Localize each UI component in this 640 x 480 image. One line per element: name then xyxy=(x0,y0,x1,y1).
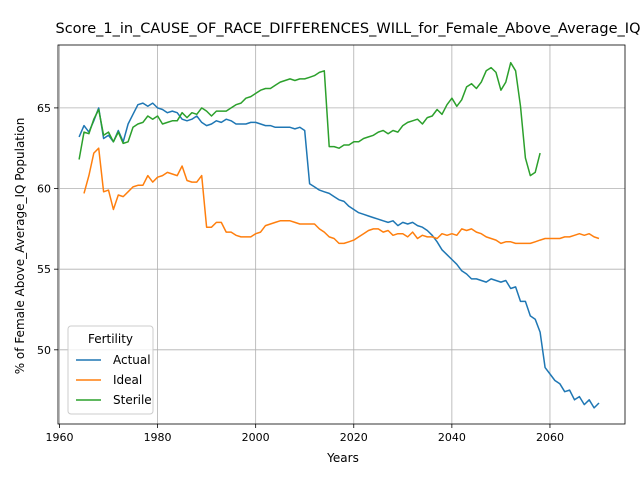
x-tick-label: 2000 xyxy=(242,431,270,444)
y-tick-label: 55 xyxy=(37,263,51,276)
series-line-actual xyxy=(78,102,600,409)
series-lines xyxy=(78,61,600,409)
plot-area: 1960 1980 2000 2020 2040 2060 50 55 60 65 xyxy=(37,44,626,444)
legend-items: Actual Ideal Sterile xyxy=(76,353,152,407)
x-tick-label: 1960 xyxy=(45,431,73,444)
legend: Fertility Actual Ideal Sterile xyxy=(67,325,154,415)
legend-label-sterile: Sterile xyxy=(113,393,152,407)
series-line-sterile xyxy=(78,61,541,177)
legend-title: Fertility xyxy=(88,332,133,346)
x-tick-label: 2020 xyxy=(340,431,368,444)
y-tick-label: 60 xyxy=(37,183,51,196)
x-axis: 1960 1980 2000 2020 2040 2060 xyxy=(45,424,564,444)
legend-label-actual: Actual xyxy=(113,353,151,367)
x-axis-label: Years xyxy=(326,451,359,465)
y-axis-label: % of Female Above_Average_IQ Population xyxy=(13,118,27,375)
x-tick-label: 1980 xyxy=(144,431,172,444)
chart-title: Score_1_in_CAUSE_OF_RACE_DIFFERENCES_WIL… xyxy=(56,21,640,37)
series-line-ideal xyxy=(83,147,600,245)
x-tick-label: 2060 xyxy=(536,431,564,444)
legend-label-ideal: Ideal xyxy=(113,373,142,387)
plot-frame xyxy=(57,44,626,425)
x-tick-label: 2040 xyxy=(438,431,466,444)
y-tick-label: 65 xyxy=(37,102,51,115)
legend-box xyxy=(67,325,154,415)
y-tick-label: 50 xyxy=(37,344,51,357)
y-axis: 50 55 60 65 xyxy=(37,102,58,357)
